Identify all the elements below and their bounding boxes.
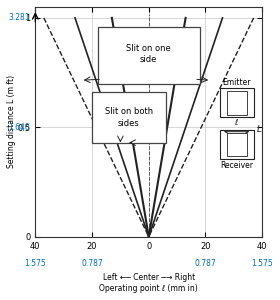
Text: Operating point ℓ (mm in): Operating point ℓ (mm in) <box>99 284 198 293</box>
Text: 3.281: 3.281 <box>8 14 30 22</box>
Text: Receiver: Receiver <box>220 161 253 170</box>
Bar <box>220 130 254 159</box>
Text: Slit on one
side: Slit on one side <box>126 44 171 64</box>
Bar <box>98 27 200 83</box>
Bar <box>227 91 247 115</box>
Text: 1.640: 1.640 <box>8 123 30 132</box>
Text: Slit on both
sides: Slit on both sides <box>105 107 153 128</box>
Text: 1.575: 1.575 <box>251 259 273 268</box>
Text: 0.787: 0.787 <box>195 259 216 268</box>
Text: 1.575: 1.575 <box>24 259 46 268</box>
Y-axis label: Setting distance L (m ft): Setting distance L (m ft) <box>7 75 16 168</box>
Bar <box>92 92 166 142</box>
Text: $\ell$: $\ell$ <box>234 117 239 127</box>
Text: Emitter: Emitter <box>223 78 251 87</box>
Text: Left ←─ Center ─→ Right: Left ←─ Center ─→ Right <box>103 273 195 282</box>
Bar <box>227 133 247 156</box>
Bar <box>220 88 254 118</box>
Text: L: L <box>256 125 262 134</box>
Text: 0.787: 0.787 <box>81 259 103 268</box>
